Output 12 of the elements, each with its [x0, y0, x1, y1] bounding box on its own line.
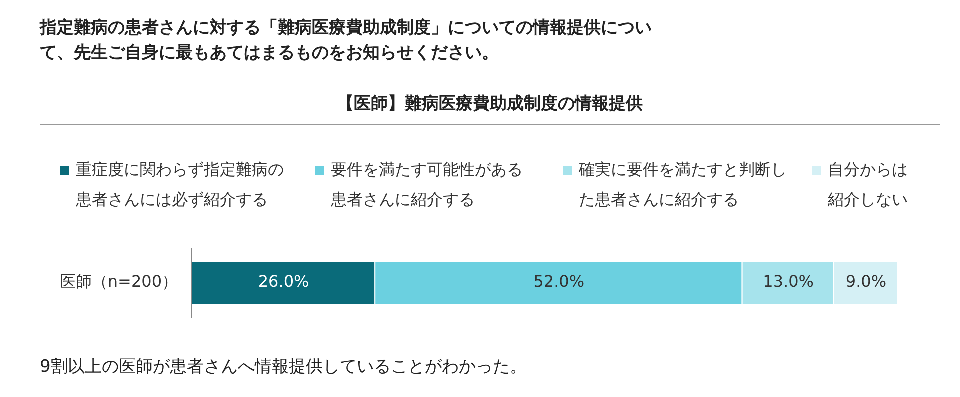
- legend-label: 自分からは紹介しない: [828, 159, 909, 211]
- chart-title: 指定難病の患者さんに対する「難病医療費助成制度」についての情報提供について、先生ご自身に最もあてはまるものをお知らせください。: [40, 17, 653, 65]
- data-label: 13.0%: [763, 272, 814, 292]
- legend-label: 重症度に関わらず指定難病の患者さんには必ず紹介する: [76, 159, 285, 211]
- y-tick-label: 医師（n=200）: [60, 272, 178, 292]
- text: 9割以上の医師が患者さんへ情報提供していることがわかった。: [40, 356, 527, 378]
- data-label: 52.0%: [534, 272, 585, 292]
- data-label: 9.0%: [846, 272, 887, 292]
- data-label: 26.0%: [258, 272, 310, 292]
- chart-subtitle: 【医師】難病医療費助成制度の情報提供: [336, 93, 644, 115]
- legend-label: 確実に要件を満たすと判断した患者さんに紹介する: [579, 159, 788, 211]
- legend-label: 要件を満たす可能性がある患者さんに紹介する: [331, 159, 524, 211]
